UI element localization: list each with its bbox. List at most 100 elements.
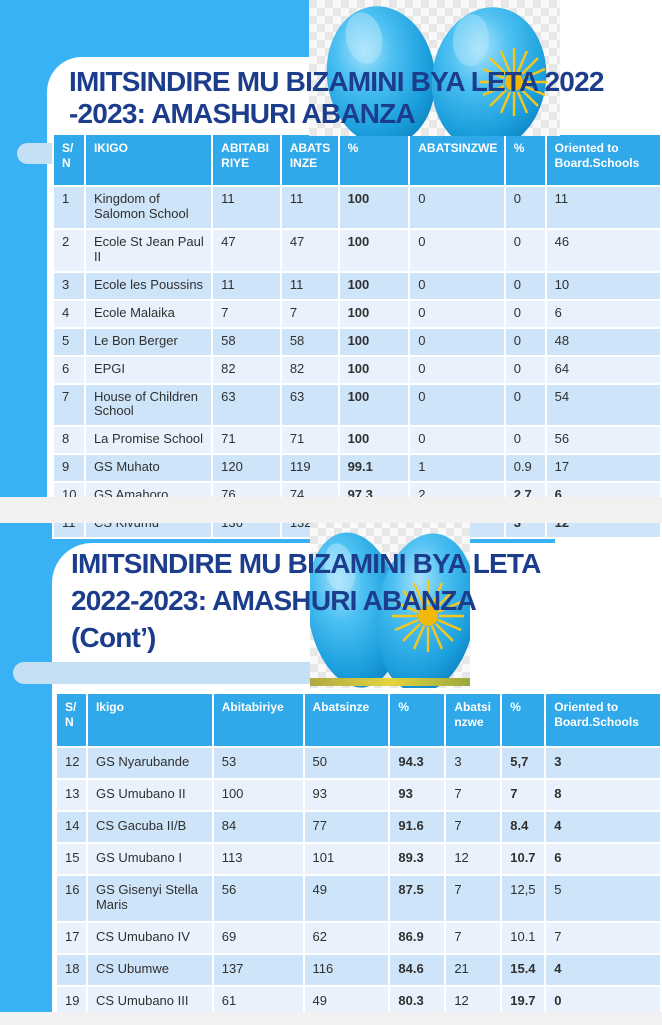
table-cell: 54 bbox=[544, 382, 662, 428]
table-cell: 11 bbox=[544, 185, 662, 230]
table-row: 7 House of Children School 63 63 100 0 0 54 bbox=[52, 382, 662, 428]
table-cell: 3 bbox=[444, 746, 503, 780]
column-header: % bbox=[337, 133, 411, 187]
table-cell: 0 bbox=[503, 270, 547, 301]
table-cell: 1 bbox=[52, 185, 86, 230]
table-row: 8 La Promise School 71 71 100 0 0 56 bbox=[52, 425, 662, 456]
table-row: 9 GS Muhato 120 119 99.1 1 0.9 17 bbox=[52, 453, 662, 484]
table-cell: 94.3 bbox=[388, 746, 447, 780]
table-cell: 0 bbox=[408, 270, 506, 301]
table-row: 1 Kingdom of Salomon School 11 11 100 0 0 11 bbox=[52, 185, 662, 230]
bottom-gap bbox=[0, 1012, 662, 1025]
table-cell: 93 bbox=[388, 777, 447, 812]
column-header: Abatsinze bbox=[302, 692, 391, 748]
table-cell: 100 bbox=[337, 298, 411, 329]
table-cell: 101 bbox=[302, 841, 391, 876]
table-cell: 11 bbox=[211, 270, 282, 301]
header-row: S/N Ikigo Abitabiriye Abatsinze% Abatsinzwe%… bbox=[55, 692, 662, 748]
table-cell: 12 bbox=[444, 841, 503, 876]
column-header: IKIGO bbox=[83, 133, 214, 187]
table-cell: Ecole St Jean Paul II bbox=[83, 227, 214, 273]
table-row: 16 GS Gisenyi Stella Maris 56 49 87.5 7 12,5 5 bbox=[55, 873, 662, 923]
table-cell: 15 bbox=[55, 841, 88, 876]
table-cell: 71 bbox=[279, 425, 340, 456]
table-cell: 11 bbox=[279, 270, 340, 301]
table-cell: 7 bbox=[444, 920, 503, 955]
table-cell: 100 bbox=[337, 270, 411, 301]
table-cell: 56 bbox=[544, 425, 662, 456]
column-header: Abatsinzwe bbox=[444, 692, 503, 748]
table-cell: GS Muhato bbox=[83, 453, 214, 484]
table-cell: 18 bbox=[55, 952, 88, 987]
table-cell: 6 bbox=[544, 298, 662, 329]
column-header: % bbox=[500, 692, 547, 748]
table-cell: 48 bbox=[544, 326, 662, 357]
column-header: % bbox=[388, 692, 447, 748]
table-cell: 0 bbox=[408, 298, 506, 329]
table-cell: 0 bbox=[503, 227, 547, 273]
table-cell: 100 bbox=[337, 326, 411, 357]
column-header: % bbox=[503, 133, 547, 187]
title-line: IMITSINDIRE MU BIZAMINI BYA LETA bbox=[71, 548, 541, 579]
table-cell: 0 bbox=[408, 185, 506, 230]
table-cell: 6 bbox=[52, 354, 86, 385]
table-cell: 100 bbox=[337, 227, 411, 273]
table-cell: 62 bbox=[302, 920, 391, 955]
table-cell: 100 bbox=[337, 354, 411, 385]
table-cell: 7 bbox=[211, 298, 282, 329]
table-cell: 137 bbox=[211, 952, 305, 987]
table-cell: 69 bbox=[211, 920, 305, 955]
table-cell: 119 bbox=[279, 453, 340, 484]
table-cell: 0 bbox=[408, 354, 506, 385]
table-cell: 0 bbox=[503, 425, 547, 456]
sunburst-icon bbox=[480, 48, 548, 116]
slide-title: IMITSINDIRE MU BIZAMINI BYA LETA 2022-20… bbox=[71, 546, 636, 657]
table-cell: 84 bbox=[211, 809, 305, 844]
table-cell: 116 bbox=[302, 952, 391, 987]
table-cell: 6 bbox=[544, 841, 662, 876]
table-cell: 82 bbox=[279, 354, 340, 385]
table-cell: House of Children School bbox=[83, 382, 214, 428]
table-cell: 11 bbox=[279, 185, 340, 230]
table-cell: CS Ubumwe bbox=[85, 952, 214, 987]
slide-title: IMITSINDIRE MU BIZAMINI BYA LETA 2022 -2… bbox=[69, 66, 649, 130]
table-cell: 58 bbox=[279, 326, 340, 357]
table-cell: 100 bbox=[337, 185, 411, 230]
balloon-right bbox=[431, 7, 547, 136]
table-row: 2 Ecole St Jean Paul II 47 47 100 0 0 46 bbox=[52, 227, 662, 273]
title-line: (Cont’) bbox=[71, 621, 156, 653]
table-cell: 0 bbox=[503, 382, 547, 428]
table-cell: 7 bbox=[544, 920, 662, 955]
table-cell: 49 bbox=[302, 873, 391, 923]
table-cell: 7 bbox=[500, 777, 547, 812]
table-cell: GS Gisenyi Stella Maris bbox=[85, 873, 214, 923]
table-cell: Kingdom of Salomon School bbox=[83, 185, 214, 230]
table-cell: 89.3 bbox=[388, 841, 447, 876]
table-cell: 1 bbox=[408, 453, 506, 484]
table-cell: 113 bbox=[211, 841, 305, 876]
table-cell: Le Bon Berger bbox=[83, 326, 214, 357]
slide-gap bbox=[0, 497, 662, 523]
table-cell: 8 bbox=[52, 425, 86, 456]
table-cell: 7 bbox=[52, 382, 86, 428]
table-cell: 71 bbox=[211, 425, 282, 456]
table-cell: 87.5 bbox=[388, 873, 447, 923]
results-table-1: S/N IKIGO ABITABIRIYE ABATSINZE% ABATSINZWE%… bbox=[52, 133, 662, 540]
table-cell: 100 bbox=[337, 382, 411, 428]
table-cell: 13 bbox=[55, 777, 88, 812]
column-header: ABATSINZE bbox=[279, 133, 340, 187]
table-cell: 50 bbox=[302, 746, 391, 780]
title-line: 2022-2023: AMASHURI ABANZA bbox=[71, 584, 477, 616]
table-cell: 7 bbox=[444, 873, 503, 923]
table-cell: 5 bbox=[52, 326, 86, 357]
table-cell: 120 bbox=[211, 453, 282, 484]
table-cell: 17 bbox=[55, 920, 88, 955]
table-row: 4 Ecole Malaika 7 7 100 0 0 6 bbox=[52, 298, 662, 329]
table-cell: 64 bbox=[544, 354, 662, 385]
table-row: 17 CS Umubano IV 69 62 86.9 7 10.1 7 bbox=[55, 920, 662, 955]
table-cell: 91.6 bbox=[388, 809, 447, 844]
table-row: 14 CS Gacuba II/B 84 77 91.6 7 8.4 4 bbox=[55, 809, 662, 844]
column-header: Oriented to Board.Schools bbox=[544, 692, 662, 748]
table-cell: 7 bbox=[444, 777, 503, 812]
